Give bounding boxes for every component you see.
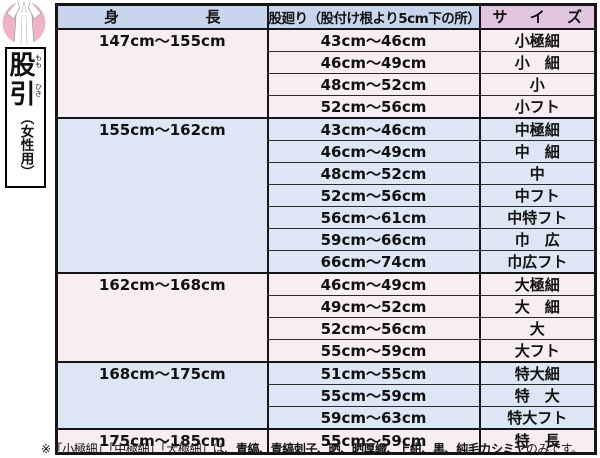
size-cell: 小 細 — [478, 50, 596, 74]
table-row: 52cm～56cm 大 — [57, 316, 596, 340]
waist-cell: 59cm～63cm — [267, 405, 480, 429]
title-kanji-2: 引 ひき — [9, 80, 43, 110]
product-title-box: 股 もも 引 ひき （女性用） — [5, 47, 46, 188]
size-table: 身 長 股廻り（股付け根より5cm下の所） サ イ ズ 147cm～155cm — [55, 3, 597, 455]
table-row: 55cm～59cm 特 大 — [57, 383, 596, 407]
waist-cell: 52cm～56cm — [267, 94, 480, 118]
waist-cell: 46cm～49cm — [267, 271, 480, 296]
size-cell: 中極細 — [478, 116, 596, 141]
table-row: 66cm～74cm 巾広フト — [57, 249, 596, 273]
header-height-char1: 身 — [104, 8, 120, 27]
waist-cell: 66cm～74cm — [267, 249, 480, 273]
header-row: 身 長 股廻り（股付け根より5cm下の所） サ イ ズ — [56, 4, 596, 30]
table-row: 46cm～49cm 小 細 — [57, 50, 596, 74]
waist-cell: 55cm～59cm — [267, 427, 480, 454]
size-cell: 中フト — [478, 183, 596, 207]
height-cell: 155cm～162cm — [56, 116, 269, 273]
header-height-char2: 長 — [205, 8, 221, 27]
table-row: 59cm～66cm 巾 広 — [57, 227, 596, 251]
kanji-hiki: 引 — [9, 80, 35, 110]
size-cell: 特 大 — [478, 383, 596, 407]
title-subtitle-womens: （女性用） — [17, 111, 34, 179]
footnote-suffix: のみです。 — [525, 442, 583, 456]
waist-cell: 52cm～56cm — [267, 316, 480, 340]
table-row: 59cm～63cm 特大フト — [57, 405, 596, 429]
waist-cell: 55cm～59cm — [267, 338, 480, 362]
size-cell: 特大細 — [478, 360, 596, 385]
table-row: 155cm～162cm 43cm～46cm 中極細 — [56, 116, 596, 273]
table-row: 46cm～49cm 中 細 — [57, 139, 596, 163]
footnote: ※「小極細」「中極細」「大極細」は、青縞、青縞刺子、晒、晒厚織、上紺、黒、純毛カ… — [41, 440, 583, 457]
size-cell: 中 — [478, 161, 596, 185]
size-cell: 巾 広 — [478, 227, 596, 251]
waist-cell: 59cm～66cm — [267, 227, 480, 251]
column-header-waist: 股廻り（股付け根より5cm下の所） — [267, 4, 480, 30]
size-cell: 特大フト — [478, 405, 596, 429]
table-row: 49cm～52cm 大 細 — [57, 294, 596, 318]
size-cell: 小フト — [478, 94, 596, 118]
footnote-fabrics: 青縞、青縞刺子、晒、晒厚織、上紺、黒、純毛カシミヤ — [235, 442, 526, 456]
size-cell: 大 細 — [478, 294, 596, 318]
momohiki-garment-icon — [2, 1, 46, 45]
column-header-height: 身 長 — [56, 4, 269, 30]
waist-cell: 48cm～52cm — [267, 72, 480, 96]
table-row: 48cm～52cm 中 — [57, 161, 596, 185]
waist-cell: 51cm～55cm — [267, 360, 480, 385]
waist-cell: 48cm～52cm — [267, 161, 480, 185]
height-cell: 168cm～175cm — [56, 360, 269, 429]
furigana-hiki: ひき — [34, 83, 43, 97]
header-size-char1: サ — [492, 8, 508, 27]
size-cell: 大極細 — [478, 271, 596, 296]
waist-cell: 49cm～52cm — [267, 294, 480, 318]
header-size-char2: イ — [529, 8, 545, 27]
size-cell: 特 長 — [478, 427, 596, 454]
waist-cell: 55cm～59cm — [267, 383, 480, 407]
table-row: 147cm～155cm 43cm～46cm 小極細 — [56, 27, 596, 118]
waist-cell: 43cm～46cm — [267, 27, 480, 52]
furigana-momo: もも — [34, 54, 43, 68]
table-row: 56cm～61cm 中特フト — [57, 205, 596, 229]
waist-cell: 56cm～61cm — [267, 205, 480, 229]
footnote-prefix: ※「小極細」「中極細」「大極細」は、 — [41, 442, 236, 456]
kanji-momo: 股 — [9, 51, 35, 81]
table-row: 175cm～185cm 55cm～59cm 特 長 — [56, 427, 596, 454]
table-row: 168cm～175cm 51cm～55cm 特大細 — [56, 360, 596, 429]
size-cell: 小 — [478, 72, 596, 96]
waist-cell: 43cm～46cm — [267, 116, 480, 141]
size-cell: 大フト — [478, 338, 596, 362]
table-row: 52cm～56cm 小フト — [57, 94, 596, 118]
size-cell: 大 — [478, 316, 596, 340]
size-cell: 巾広フト — [478, 249, 596, 273]
waist-cell: 46cm～49cm — [267, 139, 480, 163]
waist-cell: 52cm～56cm — [267, 183, 480, 207]
size-cell: 中特フト — [478, 205, 596, 229]
table-row: 52cm～56cm 中フト — [57, 183, 596, 207]
garment-illustration — [2, 1, 46, 45]
height-cell: 175cm～185cm — [56, 427, 269, 454]
header-size-char3: ズ — [566, 8, 582, 27]
column-header-size: サ イ ズ — [478, 4, 596, 30]
table-row: 48cm～52cm 小 — [57, 72, 596, 96]
table-row: 162cm～168cm 46cm～49cm 大極細 — [56, 271, 596, 362]
title-kanji-1: 股 もも — [9, 51, 43, 81]
height-cell: 147cm～155cm — [56, 27, 269, 118]
size-cell: 小極細 — [478, 27, 596, 52]
height-cell: 162cm～168cm — [56, 271, 269, 362]
size-cell: 中 細 — [478, 139, 596, 163]
waist-cell: 46cm～49cm — [267, 50, 480, 74]
